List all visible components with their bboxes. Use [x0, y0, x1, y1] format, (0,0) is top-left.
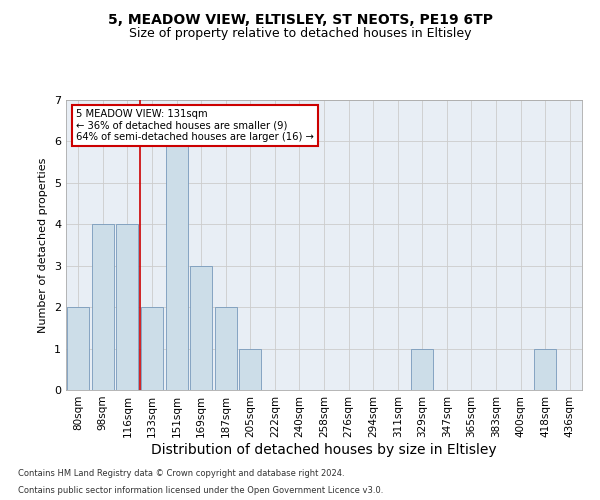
X-axis label: Distribution of detached houses by size in Eltisley: Distribution of detached houses by size …	[151, 442, 497, 456]
Bar	[239, 348, 262, 390]
Text: 5, MEADOW VIEW, ELTISLEY, ST NEOTS, PE19 6TP: 5, MEADOW VIEW, ELTISLEY, ST NEOTS, PE19…	[107, 12, 493, 26]
Y-axis label: Number of detached properties: Number of detached properties	[38, 158, 49, 332]
Text: 5 MEADOW VIEW: 131sqm
← 36% of detached houses are smaller (9)
64% of semi-detac: 5 MEADOW VIEW: 131sqm ← 36% of detached …	[76, 108, 314, 142]
Text: Contains public sector information licensed under the Open Government Licence v3: Contains public sector information licen…	[18, 486, 383, 495]
Bar	[166, 142, 188, 390]
Bar	[534, 348, 556, 390]
Text: Contains HM Land Registry data © Crown copyright and database right 2024.: Contains HM Land Registry data © Crown c…	[18, 468, 344, 477]
Bar	[411, 348, 433, 390]
Bar	[67, 307, 89, 390]
Text: Size of property relative to detached houses in Eltisley: Size of property relative to detached ho…	[129, 28, 471, 40]
Bar	[92, 224, 114, 390]
Bar	[116, 224, 139, 390]
Bar	[141, 307, 163, 390]
Bar	[190, 266, 212, 390]
Bar	[215, 307, 237, 390]
